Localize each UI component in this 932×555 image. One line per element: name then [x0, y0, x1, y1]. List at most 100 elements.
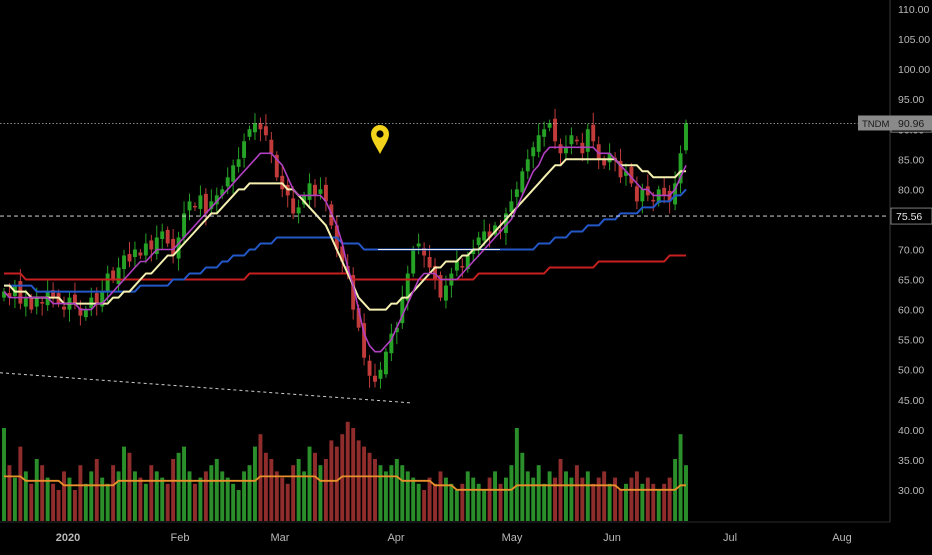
candle-body — [411, 249, 416, 274]
candle-body — [182, 213, 187, 238]
candle-body — [684, 123, 688, 151]
volume-bar — [542, 483, 547, 521]
candle-body — [531, 147, 536, 157]
y-tick-label: 100.00 — [898, 64, 930, 76]
volume-bar — [624, 483, 628, 521]
volume-bar — [165, 483, 170, 521]
x-tick-label: Jul — [723, 532, 737, 544]
candle-body — [651, 199, 656, 202]
volume-bar — [684, 465, 688, 521]
moving-average-line — [4, 254, 686, 281]
moving-average-line — [4, 188, 687, 293]
y-tick-label: 55.00 — [898, 335, 924, 347]
x-tick-label: May — [502, 532, 523, 544]
y-tick-label: 80.00 — [898, 184, 924, 196]
candle-body — [127, 253, 132, 262]
volume-bar — [220, 471, 225, 521]
candle-body — [520, 171, 525, 193]
volume-bar — [253, 446, 257, 521]
volume-bar — [433, 483, 437, 521]
candle-body — [116, 267, 121, 285]
y-tick-label: 50.00 — [898, 365, 924, 377]
candle-body — [460, 266, 465, 268]
volume-bar — [187, 471, 192, 521]
volume-bar — [356, 440, 361, 521]
volume-bar — [645, 477, 650, 521]
volume-bar — [225, 477, 230, 521]
candle-body — [23, 297, 28, 307]
last-price-label: 90.96 — [898, 118, 924, 130]
candle-body — [176, 237, 181, 259]
volume-bar — [45, 477, 50, 521]
candle-body — [258, 123, 263, 130]
candle-body — [618, 160, 623, 178]
volume-bar — [51, 483, 56, 521]
candle-body — [389, 333, 394, 354]
candle-body — [547, 123, 552, 128]
candle-body — [405, 273, 410, 301]
candle-body — [171, 238, 176, 256]
moving-average-line — [4, 158, 686, 311]
volume-bar — [127, 452, 132, 521]
volume-bar — [231, 483, 236, 521]
volume-bar — [334, 446, 339, 521]
volume-bar — [678, 434, 683, 521]
volume-bar — [149, 465, 154, 521]
candle-body — [564, 147, 568, 154]
volume-bar — [656, 490, 661, 521]
volume-bar — [667, 477, 672, 521]
location-marker-dot — [376, 130, 384, 138]
volume-bar — [503, 477, 508, 521]
candle-body — [536, 135, 541, 152]
volume-bar — [596, 477, 601, 521]
y-tick-label: 30.00 — [898, 485, 924, 497]
x-axis-strip — [0, 522, 932, 550]
candle-body — [465, 255, 470, 270]
candle-body — [471, 249, 476, 254]
volume-bar — [411, 477, 416, 521]
volume-bar — [602, 471, 607, 521]
volume-ma-line — [4, 475, 686, 491]
volume-bar — [471, 477, 476, 521]
volume-bar — [105, 483, 110, 521]
volume-bar — [280, 477, 285, 521]
candle-body — [645, 186, 650, 196]
candle-body — [373, 375, 377, 382]
volume-bar — [553, 477, 558, 521]
volume-bar — [269, 459, 274, 521]
candle-body — [553, 118, 558, 142]
volume-bar — [405, 471, 410, 521]
volume-bar — [662, 483, 667, 521]
volume-bar — [362, 446, 367, 521]
volume-bar — [427, 477, 432, 521]
candle-body — [29, 297, 34, 310]
volume-bar — [72, 490, 77, 521]
symbol-label: TNDM — [862, 119, 890, 130]
volume-bar — [23, 471, 28, 521]
volume-bar — [378, 465, 383, 521]
volume-bar — [182, 446, 187, 521]
candle-body — [2, 291, 6, 298]
candle-body — [313, 184, 317, 196]
candle-body — [629, 166, 634, 184]
y-tick-label: 110.00 — [898, 4, 929, 16]
volume-bar — [323, 459, 328, 521]
candle-body — [482, 231, 487, 241]
candle-body — [351, 275, 356, 310]
candle-body — [383, 351, 388, 375]
volume-bar — [400, 465, 405, 521]
volume-bar — [62, 471, 66, 521]
volume-bar — [438, 471, 443, 521]
volume-bar — [116, 471, 121, 521]
candle-body — [476, 237, 481, 245]
volume-bar — [29, 483, 34, 521]
volume-bar — [482, 490, 487, 521]
candle-body — [416, 243, 421, 247]
volume-bar — [618, 490, 623, 521]
volume-bar — [465, 471, 470, 521]
location-marker-icon[interactable] — [371, 125, 389, 154]
volume-bar — [296, 459, 301, 521]
volume-bar — [83, 483, 88, 521]
